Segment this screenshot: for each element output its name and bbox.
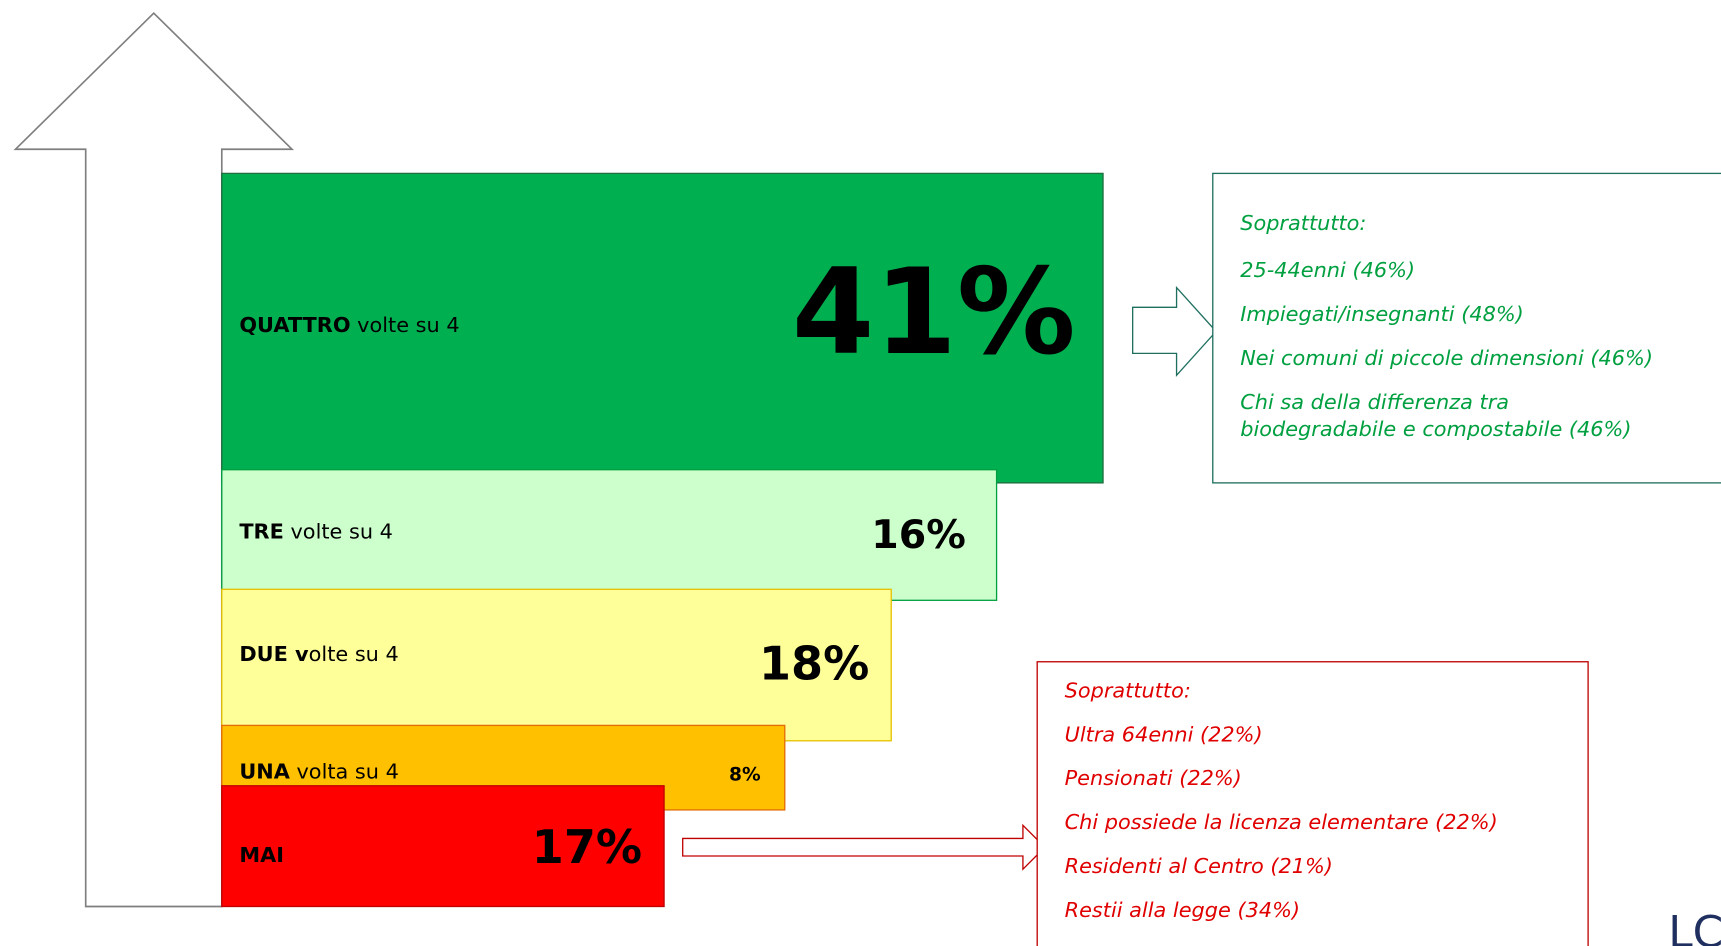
- level-label: UNA volta su 4: [239, 760, 399, 784]
- level-label: QUATTRO volte su 4: [239, 313, 459, 337]
- label-bold: MAI: [239, 843, 284, 867]
- logo: LC: [1668, 907, 1721, 946]
- red-arrow: [682, 823, 1046, 871]
- green-box-line: biodegradabile e compostabile (46%): [1240, 417, 1631, 441]
- label-bold: UNA: [239, 760, 290, 784]
- level-value: 17%: [532, 820, 642, 874]
- level-value: 41%: [792, 243, 1076, 381]
- label-rest: volte su 4: [284, 519, 393, 543]
- red-box-line: Chi possiede la licenza elementare (22%): [1065, 810, 1498, 834]
- green-box-line: Impiegati/insegnanti (48%): [1240, 302, 1524, 326]
- level-label: DUE volte su 4: [239, 642, 398, 666]
- level-label: TRE volte su 4: [239, 519, 393, 543]
- red-box-line: Ultra 64enni (22%): [1065, 722, 1263, 746]
- green-box-line: Chi sa della differenza tra: [1240, 390, 1509, 414]
- red-box-line: Residenti al Centro (21%): [1065, 854, 1333, 878]
- level-bar: [221, 172, 1104, 484]
- green-arrow: [1132, 285, 1217, 378]
- level-bar: [221, 469, 998, 601]
- red-box: [1036, 661, 1589, 946]
- label-rest: volta su 4: [290, 760, 399, 784]
- level-label: MAI: [239, 843, 284, 867]
- label-rest: olte su 4: [309, 642, 399, 666]
- red-box-line: Restii alla legge (34%): [1065, 898, 1300, 922]
- red-box-line: Pensionati (22%): [1065, 766, 1242, 790]
- level-value: 18%: [759, 637, 869, 691]
- label-bold: DUE v: [239, 642, 309, 666]
- green-box: [1212, 172, 1721, 484]
- level-value: 16%: [871, 512, 966, 558]
- level-bar: [221, 785, 665, 908]
- green-box-line: 25-44enni (46%): [1240, 258, 1415, 282]
- green-box-line: Nei comuni di piccole dimensioni (46%): [1240, 346, 1653, 370]
- level-bar: [221, 588, 892, 742]
- label-bold: QUATTRO: [239, 313, 350, 337]
- green-box-line: Soprattutto:: [1240, 211, 1366, 235]
- red-box-line: Soprattutto:: [1065, 678, 1191, 702]
- level-value: 8%: [729, 764, 761, 785]
- label-bold: TRE: [239, 519, 284, 543]
- label-rest: volte su 4: [351, 313, 460, 337]
